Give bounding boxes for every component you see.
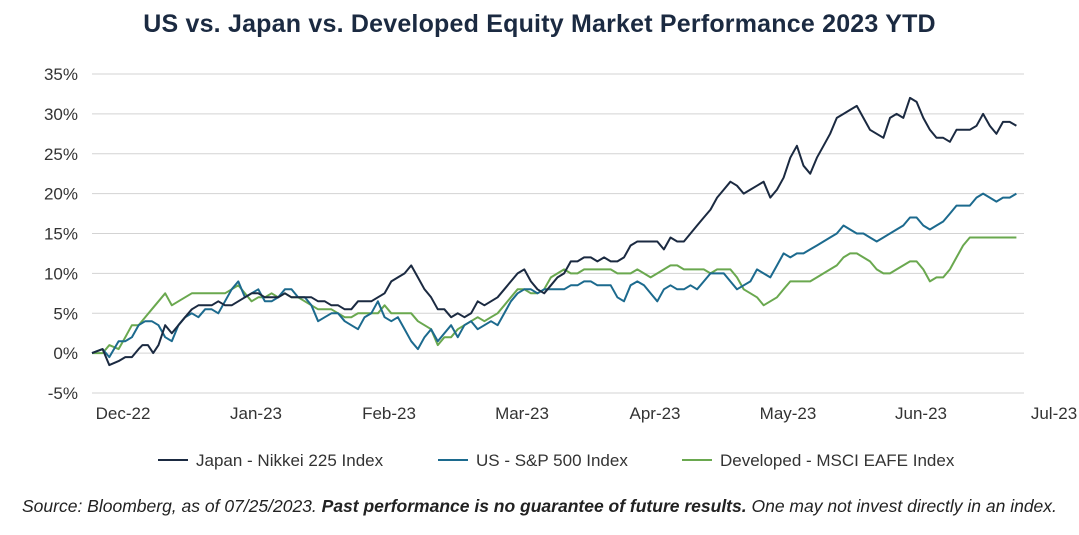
source-note: Source: Bloomberg, as of 07/25/2023. Pas… [22, 496, 1072, 517]
y-tick-label: 10% [44, 264, 78, 283]
source-prefix: Source: Bloomberg, as of 07/25/2023. [22, 496, 322, 516]
legend-label: Japan - Nikkei 225 Index [196, 451, 384, 470]
series-lines [91, 96, 1017, 367]
x-tick-label: May-23 [760, 404, 817, 423]
series-line [91, 96, 1017, 367]
legend: Japan - Nikkei 225 Index US - S&P 500 Ind… [158, 451, 955, 470]
chart-title: US vs. Japan vs. Developed Equity Market… [143, 10, 936, 38]
legend-label: Developed - MSCI EAFE Index [720, 451, 955, 470]
x-tick-label: Feb-23 [362, 404, 416, 423]
y-tick-label: -5% [48, 384, 78, 403]
x-tick-label: Mar-23 [495, 404, 549, 423]
y-tick-label: 35% [44, 65, 78, 84]
y-tick-label: 30% [44, 105, 78, 124]
gridlines [92, 73, 1024, 394]
x-tick-label: Apr-23 [629, 404, 680, 423]
x-tick-label: Jul-23 [1031, 404, 1077, 423]
x-tick-label: Jun-23 [895, 404, 947, 423]
x-tick-label: Dec-22 [96, 404, 151, 423]
x-tick-label: Jan-23 [230, 404, 282, 423]
y-tick-label: 25% [44, 145, 78, 164]
y-tick-label: 0% [53, 344, 78, 363]
y-tick-label: 20% [44, 185, 78, 204]
y-axis-tick-labels: -5% 0% 5% 10% 15% 20% 25% 30% 35% [44, 65, 78, 403]
source-disclaimer: Past performance is no guarantee of futu… [321, 496, 747, 516]
x-axis-tick-labels: Dec-22 Jan-23 Feb-23 Mar-23 Apr-23 May-23 Jun-… [96, 404, 1078, 423]
y-tick-label: 5% [53, 304, 78, 323]
series-line [92, 236, 1017, 355]
y-tick-label: 15% [44, 225, 78, 244]
source-suffix: One may not invest directly in an index. [746, 496, 1057, 516]
legend-label: US - S&P 500 Index [476, 451, 628, 470]
